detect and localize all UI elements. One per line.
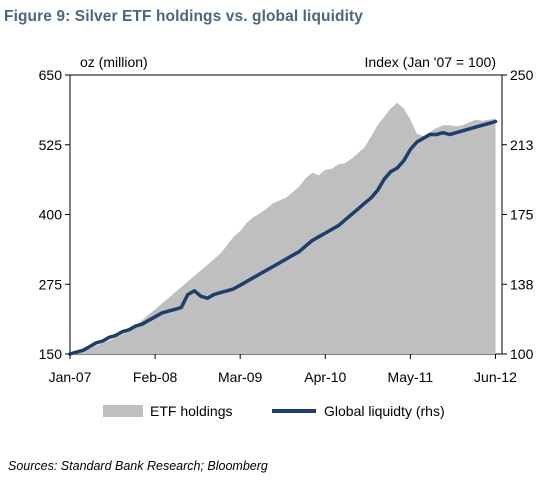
x-axis: Jan-07 Feb-08 Mar-09 Apr-10 May-11 Jun-12: [49, 354, 517, 385]
left-tick-label: 400: [39, 207, 63, 223]
right-axis: 250 213 175 138 100: [502, 67, 534, 362]
x-tick-label: Apr-10: [304, 369, 346, 385]
right-tick-label: 250: [510, 67, 534, 83]
legend: ETF holdings Global liquidty (rhs): [103, 403, 445, 419]
left-tick-label: 150: [39, 346, 63, 362]
x-tick-label: May-11: [388, 369, 434, 385]
x-tick-label: Feb-08: [133, 369, 178, 385]
x-tick-label: Jun-12: [474, 369, 517, 385]
right-tick-label: 138: [510, 276, 534, 292]
x-tick-label: Mar-09: [218, 369, 263, 385]
right-axis-label: Index (Jan '07 = 100): [365, 54, 496, 70]
left-axis-label: oz (million): [80, 54, 148, 70]
legend-swatch-etf: [103, 405, 143, 417]
left-tick-label: 650: [39, 67, 63, 83]
legend-label-liquidity: Global liquidty (rhs): [324, 403, 445, 419]
left-tick-label: 525: [39, 137, 63, 153]
right-tick-label: 100: [510, 346, 534, 362]
figure-title: Figure 9: Silver ETF holdings vs. global…: [4, 8, 363, 25]
left-axis: 650 525 400 275 150: [39, 67, 70, 362]
etf-holdings-area: [70, 102, 496, 355]
right-tick-label: 213: [510, 137, 534, 153]
left-tick-label: 275: [39, 276, 63, 292]
source-note: Sources: Standard Bank Research; Bloombe…: [8, 459, 268, 473]
global-liquidity-line: [68, 119, 498, 356]
right-tick-label: 175: [510, 207, 534, 223]
legend-label-etf: ETF holdings: [150, 403, 232, 419]
x-tick-label: Jan-07: [49, 369, 92, 385]
